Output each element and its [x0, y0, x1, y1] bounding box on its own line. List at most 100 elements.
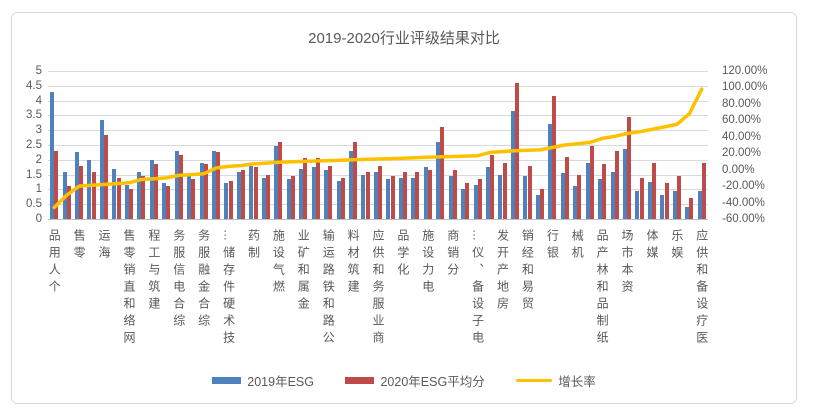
category-label: 业矿和属金 [296, 229, 311, 314]
bar-2019-esg [124, 184, 129, 219]
right-axis-tick: 60.00% [722, 114, 762, 127]
bar-2019-esg [174, 150, 179, 219]
gridline [48, 71, 708, 72]
left-axis-tick: 2 [35, 153, 42, 166]
category-label: 料材筑建 [346, 229, 361, 297]
bar-2019-esg [523, 176, 528, 219]
category-label: 品产林和品制纸 [595, 229, 610, 348]
left-axis: 5 4.5 4 3.5 3 2.5 2 1.5 1 0.5 0 [12, 65, 44, 225]
bar-2020-esg [203, 164, 208, 219]
category-label: 品学化 [395, 229, 410, 280]
bar-2019-esg [386, 179, 391, 219]
bar-2020-esg [253, 167, 258, 219]
bar-2020-esg [502, 162, 507, 219]
bar-2019-esg [598, 179, 603, 219]
category-label: 体媒 [644, 229, 659, 263]
gridline [48, 130, 708, 132]
bar-2020-esg [564, 156, 569, 219]
bar-2020-esg [652, 162, 657, 219]
category-label: 施设力电 [420, 229, 435, 297]
legend-item-2020-esg: 2020年ESG平均分 [345, 371, 485, 390]
bar-2019-esg [548, 124, 553, 219]
legend-item-growth-rate: 增长率 [516, 371, 596, 390]
gridline [48, 115, 708, 117]
bar-2019-esg [99, 119, 104, 219]
bar-2019-esg [535, 195, 540, 219]
bar-2019-esg [622, 149, 627, 219]
legend-swatch-2020-esg [345, 377, 375, 384]
bar-2020-esg [54, 150, 59, 219]
gridline [48, 145, 708, 146]
bar-2019-esg [498, 174, 503, 219]
category-label: 应供和备设疗医 [694, 229, 709, 348]
bar-2020-esg [403, 171, 407, 219]
bar-2020-esg [440, 127, 445, 219]
bar-2019-esg [423, 167, 428, 219]
bar-2020-esg [527, 165, 532, 219]
category-label: 品用人个 [47, 229, 62, 297]
bar-2019-esg [361, 174, 366, 219]
right-axis-tick: -20.00% [722, 180, 765, 193]
bar-2020-esg [378, 165, 383, 219]
bar-2020-esg [577, 174, 582, 219]
bar-2020-esg [228, 180, 233, 219]
bar-2019-esg [473, 184, 478, 219]
right-axis-tick: -60.00% [722, 213, 765, 225]
bar-2019-esg [162, 183, 167, 219]
bar-2019-esg [149, 159, 154, 219]
x-axis-line [48, 219, 708, 220]
bar-2020-esg [639, 177, 644, 219]
bar-2020-esg [552, 96, 557, 219]
bar-2020-esg [153, 164, 158, 219]
bar-2019-esg [573, 186, 578, 219]
gridline [48, 189, 708, 191]
left-axis-tick: 3.5 [26, 109, 42, 122]
bar-2020-esg [191, 179, 196, 219]
category-label: 运海 [97, 229, 112, 263]
bar-2019-esg [311, 167, 316, 219]
bar-2019-esg [635, 190, 640, 219]
bar-2020-esg [104, 134, 109, 219]
bar-2020-esg [178, 155, 183, 219]
bar-2019-esg [286, 179, 291, 219]
right-axis-tick: 40.00% [722, 130, 762, 143]
category-axis-labels: 品用人个 售零 运海 售零销直和络网 程工与筑建 务服信电合综 务服融金合综 …储存件硬术技药… [47, 229, 709, 379]
left-axis-tick: 4 [35, 94, 42, 107]
bar-2020-esg [129, 189, 134, 219]
bar-2020-esg [353, 142, 358, 219]
left-axis-tick: 3 [35, 124, 42, 137]
bar-2020-esg [539, 189, 544, 219]
bar-2019-esg [448, 176, 453, 219]
bar-2020-esg [365, 171, 370, 219]
bar-2020-esg [79, 165, 84, 219]
legend-label-growth-rate: 增长率 [558, 375, 596, 389]
left-axis-tick: 0 [35, 213, 42, 225]
gridline [48, 174, 708, 176]
bar-2019-esg [560, 173, 565, 219]
bar-2020-esg [91, 171, 96, 219]
category-label: 输运路铁和路公 [321, 229, 336, 348]
left-axis-tick: 0.5 [26, 198, 42, 211]
bar-2020-esg [166, 186, 171, 219]
bar-2020-esg [278, 142, 283, 219]
bar-2020-esg [328, 165, 333, 219]
category-label: 售零 [72, 229, 87, 263]
bar-2020-esg [689, 198, 694, 219]
legend-label-2019-esg: 2019年ESG [247, 375, 314, 389]
bar-2019-esg [398, 177, 403, 219]
bar-2020-esg [415, 171, 420, 219]
category-label: 售零销直和络网 [121, 229, 136, 348]
legend-item-2019-esg: 2019年ESG [212, 371, 314, 390]
category-label: 应供和务服业商 [371, 229, 385, 348]
bar-2019-esg [373, 171, 378, 219]
bar-2020-esg [303, 158, 308, 219]
bar-2019-esg [187, 174, 192, 219]
chart-frame: 2019-2020行业评级结果对比 5 4.5 4 3.5 3 2.5 2 1.5 1 0.5 0 … [11, 12, 797, 404]
bar-2020-esg [241, 170, 246, 219]
category-label: …仪、备设子电 [470, 229, 485, 348]
category-label: …储存件硬术技 [221, 229, 236, 348]
bar-2019-esg [224, 183, 229, 219]
bar-2020-esg [477, 179, 482, 219]
legend-swatch-2019-esg [212, 377, 242, 384]
